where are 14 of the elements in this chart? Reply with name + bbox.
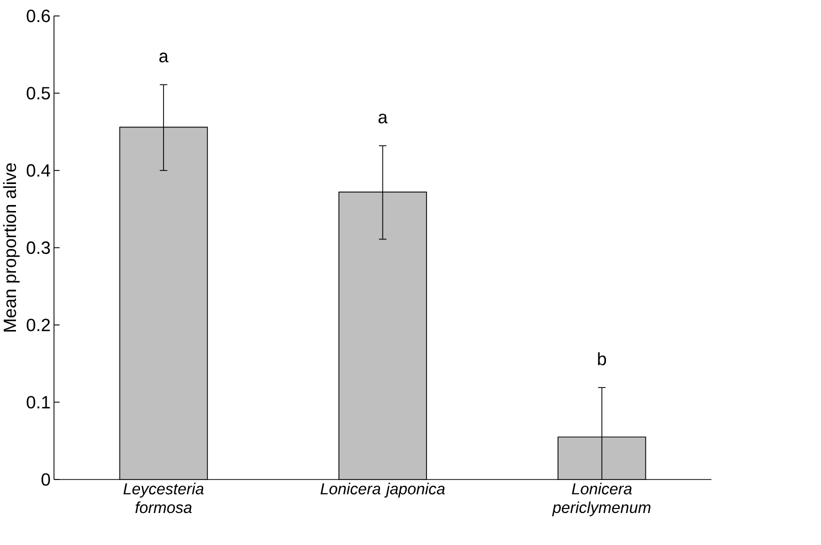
y-tick-label: 0.2 [26,318,50,332]
annotation: a [159,52,168,62]
x-tick-label: Lonicera periclymenum [552,482,650,516]
y-tick-label: 0 [42,473,50,486]
y-tick-label: 0.3 [26,241,50,254]
y-tick-label: 0.6 [26,10,50,22]
x-tick-label: Leycesteria formosa [123,482,204,514]
x-tick-label: Lonicera japonica [320,482,445,498]
y-tick-label: 0.4 [26,164,50,177]
y-tick-label: 0.1 [26,396,50,408]
y-axis-title: Mean proportion alive [3,163,20,332]
annotation: a [378,114,388,124]
y-tick-label: 0.5 [26,86,50,100]
annotation: b [598,352,606,366]
